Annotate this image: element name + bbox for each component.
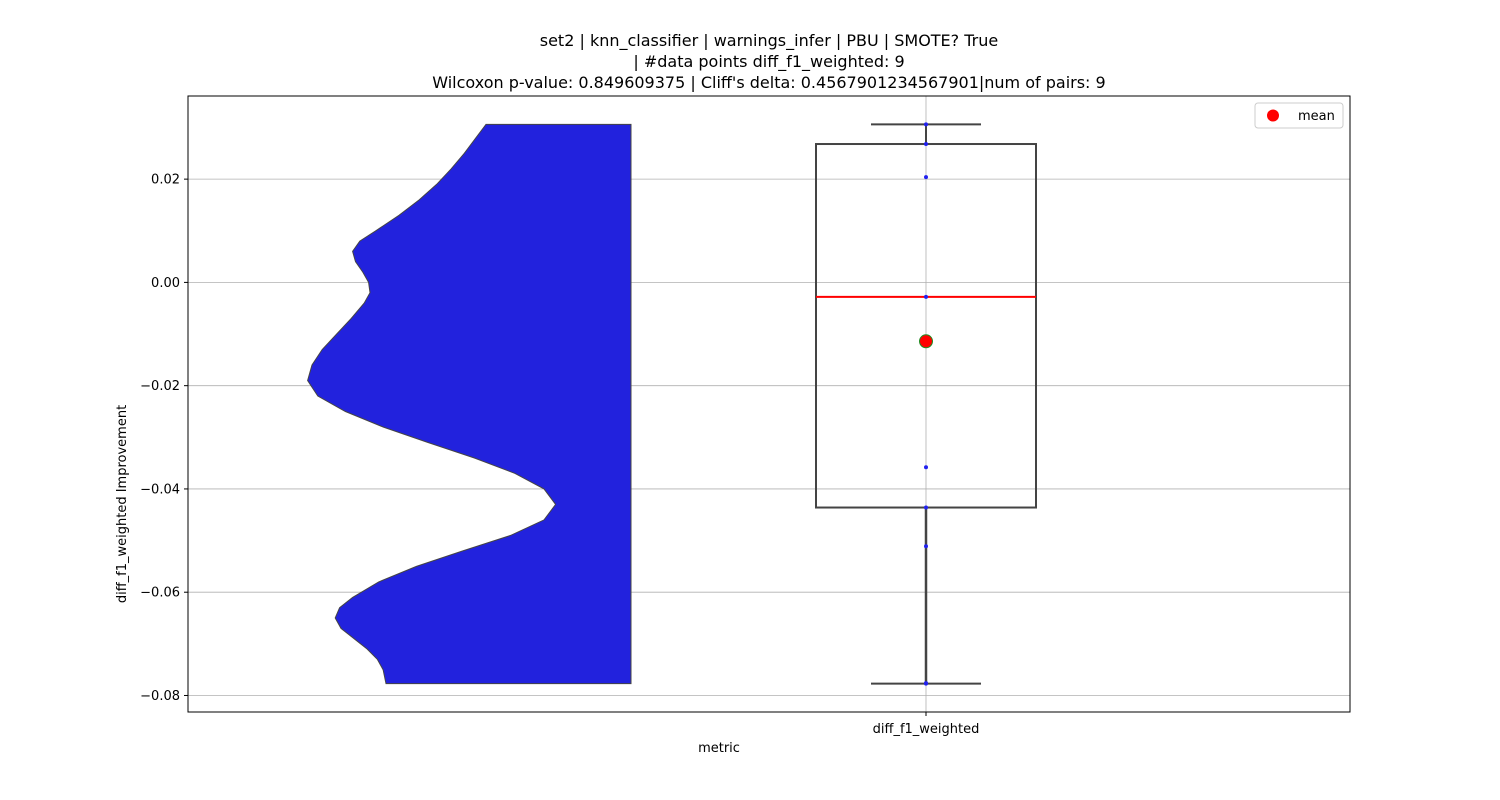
y-tick-label: −0.08: [140, 689, 180, 704]
legend-mean-marker: [1267, 109, 1279, 122]
chart-title-line-1: set2 | knn_classifier | warnings_infer |…: [539, 31, 999, 50]
x-tick-label: diff_f1_weighted: [873, 722, 980, 737]
violin-layer: [307, 123, 632, 685]
chart-title-line-3: Wilcoxon p-value: 0.849609375 | Cliff's …: [432, 73, 1106, 92]
data-point: [924, 122, 928, 127]
chart-title-line-2: | #data points diff_f1_weighted: 9: [633, 52, 905, 71]
chart-title: set2 | knn_classifier | warnings_infer |…: [188, 30, 1350, 93]
data-point: [924, 505, 928, 510]
data-point: [924, 294, 928, 299]
plot-frame: [187, 95, 1351, 713]
y-tick-label: 0.00: [151, 276, 180, 291]
mean-marker: [919, 334, 933, 349]
data-point: [924, 681, 928, 686]
y-tick-label: −0.04: [140, 482, 180, 497]
data-point: [924, 142, 928, 147]
data-point: [924, 175, 928, 180]
axes: 0.02 0.00 −0.02 −0.04 −0.06 −0.08 diff_f1_weig…: [115, 95, 1351, 756]
x-axis-label: metric: [698, 741, 740, 756]
legend: mean: [1254, 102, 1344, 129]
data-point: [924, 544, 928, 549]
y-axis-label: diff_f1_weighted Improvement: [115, 405, 130, 603]
legend-box: [1254, 102, 1344, 129]
y-tick-label: −0.02: [140, 379, 180, 394]
legend-mean-label: mean: [1298, 109, 1335, 124]
data-points: [919, 122, 933, 686]
violin-body: [307, 123, 632, 685]
y-tick-label: −0.06: [140, 586, 180, 601]
y-tick-label: 0.02: [151, 173, 180, 188]
data-point: [924, 465, 928, 470]
